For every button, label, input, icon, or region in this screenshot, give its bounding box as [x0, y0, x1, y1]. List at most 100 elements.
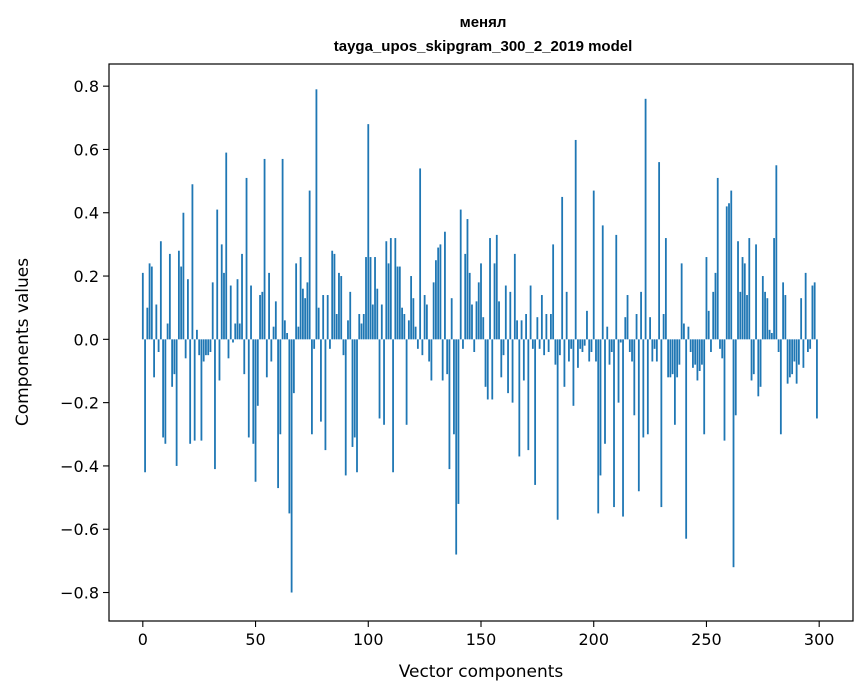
bar	[157, 339, 160, 352]
bar	[211, 282, 214, 340]
bar	[256, 339, 259, 406]
y-tick-label: −0.2	[60, 394, 99, 413]
bar	[351, 339, 354, 447]
bar	[809, 339, 812, 349]
bar	[658, 162, 661, 340]
bar	[394, 238, 397, 340]
bar	[380, 304, 383, 340]
bar	[791, 339, 794, 375]
bar	[676, 339, 679, 378]
bar	[619, 339, 622, 343]
bar	[743, 263, 746, 340]
bar	[692, 339, 694, 368]
bar	[141, 272, 144, 340]
bar	[333, 253, 336, 340]
bar	[423, 295, 426, 340]
bar	[559, 339, 561, 356]
bar	[175, 339, 178, 466]
bar	[493, 263, 496, 340]
bar	[574, 139, 577, 340]
y-tick-label: −0.4	[60, 457, 99, 476]
bar	[518, 339, 521, 457]
bar	[279, 339, 282, 435]
bar	[655, 339, 658, 362]
bar	[646, 339, 649, 435]
bar	[229, 285, 232, 340]
bar	[383, 339, 385, 425]
bar	[802, 339, 805, 368]
bar	[482, 317, 485, 340]
bar	[405, 339, 408, 425]
chart-title: менял	[460, 14, 507, 31]
bar	[779, 339, 782, 435]
bar	[525, 314, 527, 340]
bar	[320, 339, 322, 422]
bar	[703, 339, 706, 435]
bar	[403, 314, 406, 340]
bar	[732, 339, 735, 568]
x-tick-label: 50	[245, 630, 265, 649]
bar	[265, 339, 268, 378]
bar	[716, 177, 719, 340]
bar	[484, 339, 487, 387]
bar	[159, 241, 162, 340]
bar	[633, 339, 636, 416]
bar	[773, 238, 775, 340]
bar	[353, 339, 356, 438]
bar	[200, 339, 203, 441]
bar	[750, 339, 753, 381]
bar	[313, 339, 316, 349]
bar	[759, 339, 762, 387]
bar	[306, 282, 309, 340]
bar	[245, 177, 248, 340]
bar	[669, 339, 672, 378]
bar	[527, 339, 530, 451]
bar	[155, 304, 158, 340]
bar	[455, 339, 458, 555]
bar	[356, 339, 358, 473]
bar	[543, 339, 546, 356]
bar	[376, 288, 379, 340]
bar	[622, 339, 624, 517]
bar	[277, 339, 279, 489]
bar	[450, 298, 453, 340]
bar	[218, 339, 221, 381]
y-tick-label: 0.6	[74, 140, 99, 159]
bar	[466, 219, 469, 340]
bar	[252, 339, 255, 444]
bar	[439, 244, 442, 340]
bar	[689, 339, 692, 352]
bar	[624, 317, 627, 340]
bar	[761, 276, 764, 340]
bar	[547, 339, 550, 352]
bar	[304, 298, 307, 340]
bar	[326, 295, 329, 340]
bar	[509, 291, 512, 340]
bar	[608, 339, 611, 365]
bar	[254, 339, 257, 482]
bar	[153, 339, 155, 378]
bar	[737, 241, 739, 340]
bar	[626, 295, 629, 340]
bar	[238, 323, 241, 340]
bar	[428, 339, 431, 362]
bar	[292, 339, 295, 394]
bar	[777, 339, 780, 352]
bar	[491, 339, 494, 400]
bar	[635, 314, 638, 340]
bar	[480, 263, 482, 340]
bar	[615, 234, 618, 340]
x-axis-label: Vector components	[399, 662, 564, 682]
bar	[392, 339, 394, 473]
bar	[570, 339, 573, 349]
y-axis-label: Components values	[13, 258, 33, 426]
bar	[601, 225, 604, 340]
bar	[766, 298, 769, 340]
bar	[182, 212, 185, 340]
bar	[667, 339, 670, 378]
bar	[516, 320, 518, 340]
bar	[816, 339, 818, 419]
bar	[475, 301, 478, 340]
bar	[187, 279, 189, 340]
bar	[459, 209, 462, 340]
